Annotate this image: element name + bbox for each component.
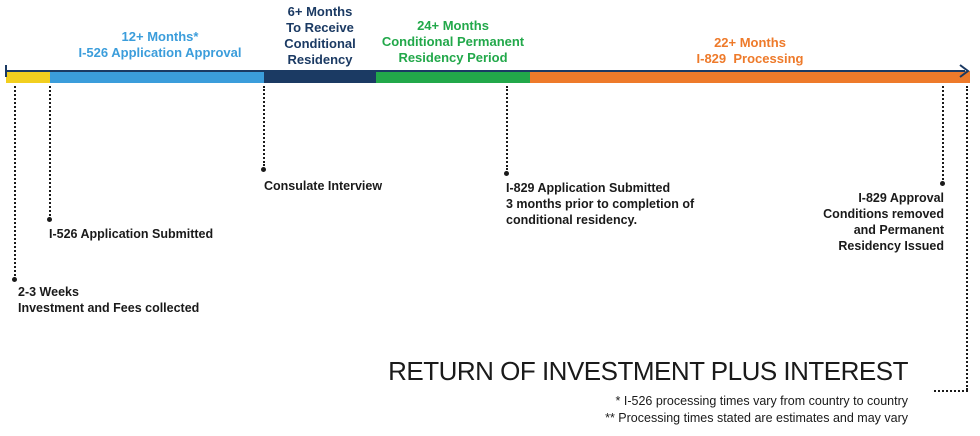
milestone-dot-consulate — [261, 167, 266, 172]
footnote-i526: * I-526 processing times vary from count… — [615, 394, 908, 408]
timeline-start-tick — [5, 65, 7, 77]
phase-label-i829: 22+ Months I-829 Processing — [696, 35, 804, 66]
milestone-dot-investment — [12, 277, 17, 282]
segment-i526 — [50, 71, 264, 83]
connector-consulate — [263, 86, 265, 166]
footnote-processing: ** Processing times stated are estimates… — [605, 411, 908, 425]
connector-i829-submitted — [506, 86, 508, 170]
phase-label-i526: 12+ Months* I-526 Application Approval — [78, 29, 242, 60]
connector-return-horizontal — [934, 390, 968, 392]
milestone-i829-submitted: I-829 Application Submitted 3 months pri… — [506, 181, 695, 227]
connector-investment — [14, 86, 16, 276]
milestone-dot-i829-submitted — [504, 171, 509, 176]
arrow-right-icon — [959, 64, 970, 78]
phase-label-consulate: 6+ Months To Receive Conditional Residen… — [284, 4, 356, 67]
segment-weeks — [6, 71, 50, 83]
timeline-axis — [5, 70, 965, 72]
segment-conditional — [376, 71, 530, 83]
milestone-i829-approval: I-829 Approval Conditions removed and Pe… — [823, 191, 944, 253]
segment-i829 — [530, 71, 970, 83]
milestone-dot-i829-approval — [940, 181, 945, 186]
connector-i829-approval — [942, 86, 944, 180]
footnotes: * I-526 processing times vary from count… — [388, 393, 908, 427]
return-of-investment-text: RETURN OF INVESTMENT PLUS INTEREST — [388, 356, 908, 386]
milestone-i526-submitted: I-526 Application Submitted — [49, 227, 214, 241]
milestone-consulate-interview: Consulate Interview — [264, 179, 383, 193]
connector-return — [966, 86, 968, 390]
segment-consulate — [264, 71, 376, 83]
connector-i526 — [49, 86, 51, 216]
milestone-investment: 2-3 Weeks Investment and Fees collected — [18, 285, 200, 315]
milestone-dot-i526 — [47, 217, 52, 222]
phase-label-conditional: 24+ Months Conditional Permanent Residen… — [381, 18, 525, 65]
